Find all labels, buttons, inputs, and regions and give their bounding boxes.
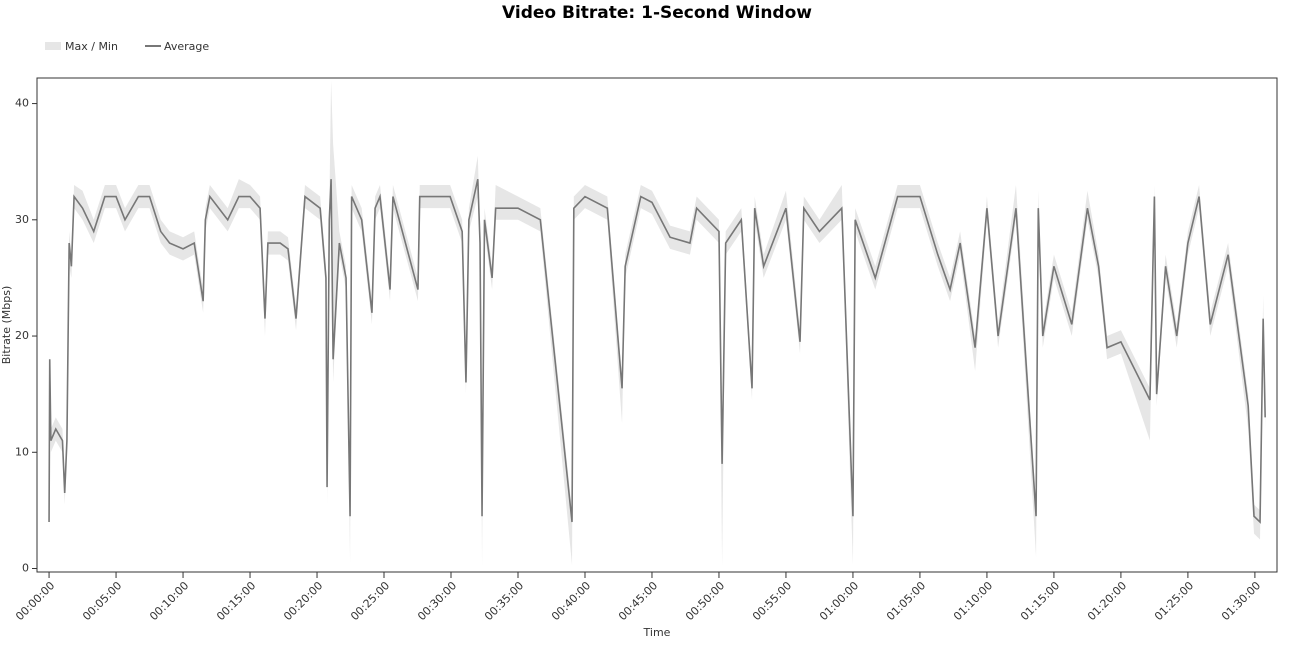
x-tick-label: 00:20:00 <box>281 579 325 623</box>
x-tick-label: 00:15:00 <box>214 579 258 623</box>
y-axis-title: Bitrate (Mbps) <box>0 286 13 365</box>
average-line <box>48 178 1266 524</box>
x-tick-label: 01:00:00 <box>817 579 861 623</box>
x-tick-label: 00:50:00 <box>683 579 727 623</box>
x-tick-label: 01:10:00 <box>951 579 995 623</box>
y-tick-label: 30 <box>15 213 29 226</box>
x-tick-label: 01:20:00 <box>1085 579 1129 623</box>
plot-frame <box>36 77 1278 573</box>
x-tick-label: 01:15:00 <box>1018 579 1062 623</box>
x-tick-label: 01:30:00 <box>1219 579 1263 623</box>
legend-swatch <box>45 42 61 50</box>
x-tick-label: 01:25:00 <box>1152 579 1196 623</box>
x-tick-label: 00:25:00 <box>348 579 392 623</box>
y-tick-label: 10 <box>15 445 29 458</box>
x-tick-label: 00:10:00 <box>147 579 191 623</box>
x-tick-label: 00:45:00 <box>616 579 660 623</box>
max-min-band <box>49 80 1266 567</box>
x-tick-label: 00:40:00 <box>549 579 593 623</box>
x-tick-label: 00:05:00 <box>80 579 124 623</box>
legend-label: Max / Min <box>65 40 118 53</box>
y-tick-label: 0 <box>22 562 29 575</box>
x-tick-label: 00:35:00 <box>482 579 526 623</box>
x-tick-label: 00:55:00 <box>750 579 794 623</box>
y-tick-label: 40 <box>15 97 29 110</box>
chart-title: Video Bitrate: 1-Second Window <box>502 3 812 23</box>
y-tick-label: 20 <box>15 329 29 342</box>
x-tick-label: 00:30:00 <box>415 579 459 623</box>
x-tick-label: 01:05:00 <box>884 579 928 623</box>
x-tick-label: 00:00:00 <box>13 579 57 623</box>
x-axis-title: Time <box>643 626 671 639</box>
legend-label: Average <box>164 40 209 53</box>
